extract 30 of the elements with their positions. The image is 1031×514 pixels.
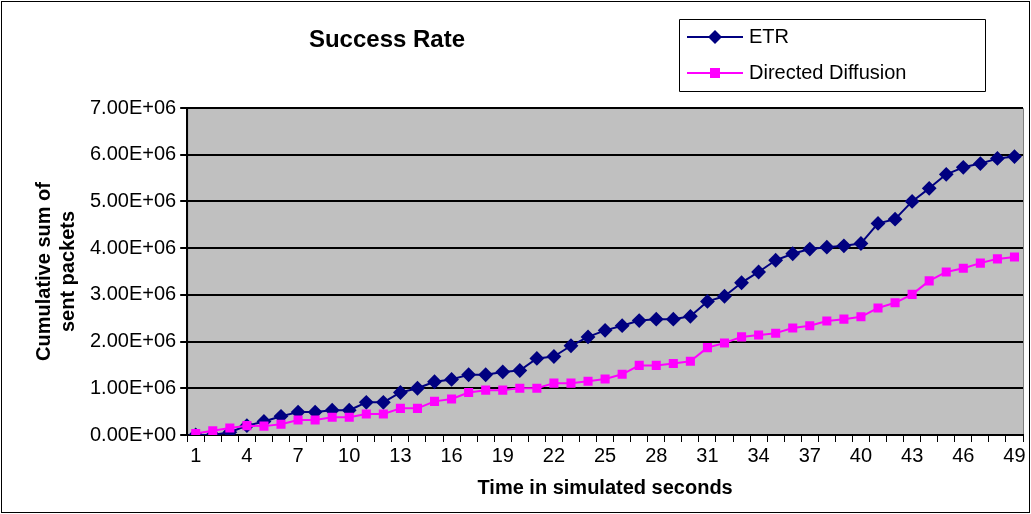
x-tick-label: 16 [440,443,463,466]
x-tick-label: 25 [593,443,617,466]
y-tick-label: 4.00E+06 [89,235,177,258]
y-tick-label: 2.00E+06 [89,329,177,352]
chart-title: Success Rate [308,24,466,52]
x-tick-label: 40 [849,443,873,466]
x-tick-label: 49 [1003,443,1026,466]
x-tick-label: 1 [190,443,202,466]
y-tick-label: 6.00E+06 [89,142,177,165]
legend-label: ETR [749,24,789,47]
x-tick-label: 19 [491,443,514,466]
y-tick-label: 7.00E+06 [89,95,177,118]
y-tick-label: 0.00E+00 [89,422,177,445]
x-tick-label: 37 [798,443,821,466]
y-tick-label: 5.00E+06 [89,188,177,211]
y-axis-title: Cumulative sum of sent packets [31,181,78,361]
x-tick-label: 46 [952,443,975,466]
y-tick-label: 1.00E+06 [89,375,177,398]
x-tick-label: 4 [241,443,253,466]
y-tick-label: 3.00E+06 [89,282,177,305]
x-tick-label: 13 [389,443,412,466]
x-axis-title: Time in simulated seconds [477,475,733,498]
x-tick-label: 31 [696,443,719,466]
x-tick-label: 28 [645,443,668,466]
x-tick-label: 34 [747,443,770,466]
x-tick-label: 7 [292,443,304,466]
legend-label: Directed Diffusion [749,60,907,83]
x-tick-label: 43 [901,443,924,466]
x-tick-label: 22 [542,443,566,466]
x-tick-label: 10 [338,443,361,466]
